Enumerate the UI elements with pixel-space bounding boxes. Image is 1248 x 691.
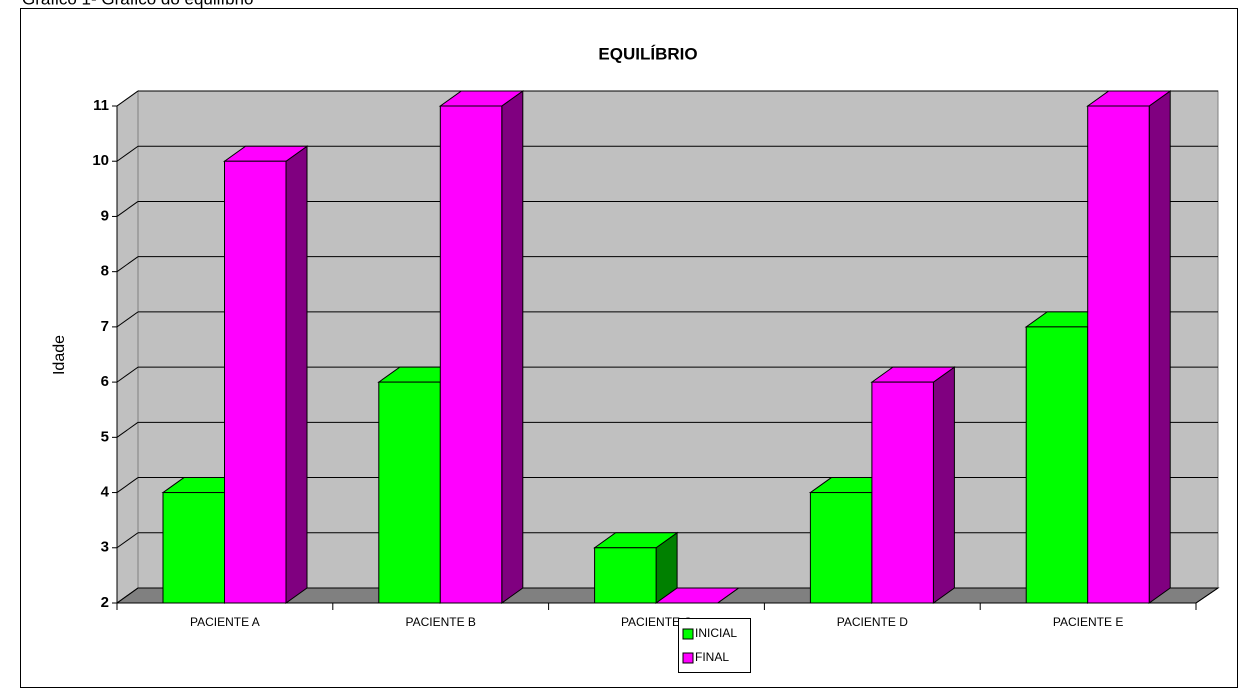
y-tick-label: 10 [92, 152, 109, 169]
bar [1025, 326, 1089, 604]
grid-line [116, 145, 139, 162]
y-tick-label: 3 [101, 539, 109, 556]
x-tick-label: PACIENTE A [190, 615, 260, 629]
x-tick-label: PACIENTE C [621, 615, 692, 629]
y-tick-label: 9 [101, 207, 109, 224]
grid-line [116, 477, 139, 493]
bar [871, 381, 934, 604]
y-tick-label: 5 [101, 428, 109, 445]
x-tick-label: PACIENTE E [1053, 615, 1123, 629]
bar [594, 547, 657, 604]
bar [809, 492, 873, 604]
legend-label: INICIAL [695, 626, 737, 640]
x-tick-label: PACIENTE B [405, 615, 475, 629]
bar [224, 160, 287, 604]
grid-line [116, 90, 139, 107]
y-tick-label: 11 [93, 97, 109, 114]
y-tick-label: 8 [101, 263, 109, 280]
bar [378, 381, 441, 604]
y-axis-label: Idade [51, 335, 68, 375]
bar-side [285, 145, 308, 604]
grid-line [116, 532, 139, 549]
grid-line [116, 201, 139, 217]
chart-title: EQUILÍBRIO [598, 44, 697, 63]
x-tick-label: PACIENTE D [837, 615, 908, 629]
grid-line [116, 587, 139, 604]
y-tick-label: 2 [101, 594, 109, 611]
grid-line [116, 421, 139, 438]
bar-top [654, 587, 741, 604]
bar-side [932, 366, 955, 604]
grid-line [116, 256, 139, 273]
bar [1087, 105, 1150, 604]
legend-swatch [682, 652, 694, 664]
bar [439, 105, 503, 604]
legend-label: FINAL [695, 650, 729, 664]
side-wall [116, 90, 139, 604]
bar-side [1148, 90, 1171, 604]
y-tick-label: 7 [101, 318, 109, 335]
y-tick-label: 6 [101, 373, 109, 390]
legend-swatch [682, 628, 694, 640]
y-tick-label: 4 [101, 484, 110, 501]
grid-line [116, 311, 139, 328]
caption: Gráfico 1- Gráfico do equilíbrio [22, 0, 254, 8]
bar [162, 492, 225, 604]
bar-side [501, 90, 524, 604]
floor-edge [1195, 587, 1219, 604]
grid-line [116, 366, 139, 383]
